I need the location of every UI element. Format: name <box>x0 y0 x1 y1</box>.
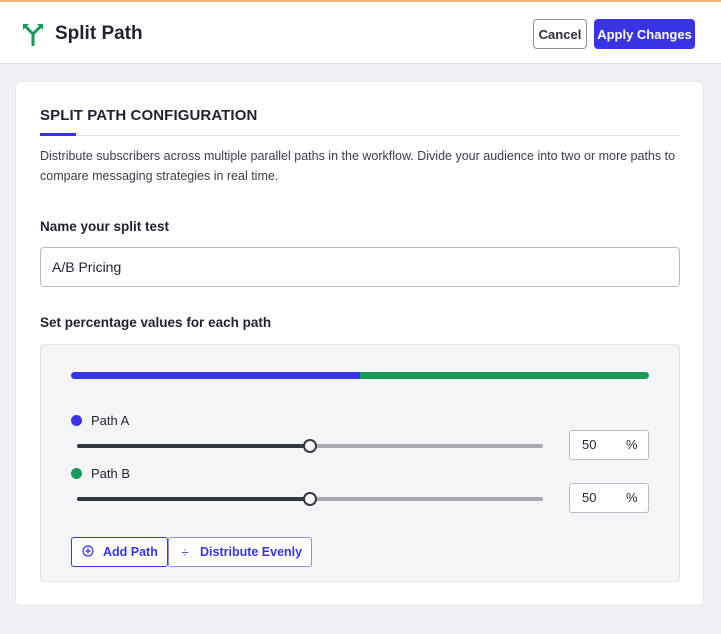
paths-panel: Path A 50 % Path B 50 % <box>40 344 680 582</box>
configuration-card: SPLIT PATH CONFIGURATION Distribute subs… <box>15 81 704 606</box>
page-title: Split Path <box>55 23 143 44</box>
path-row-a: Path A 50 % <box>41 413 681 475</box>
name-label: Name your split test <box>40 219 170 234</box>
path-b-percent-value: 50 <box>582 490 597 505</box>
section-description: Distribute subscribers across multiple p… <box>40 149 676 183</box>
path-b-color-dot <box>71 468 82 479</box>
path-a-percent-input[interactable]: 50 % <box>569 430 649 460</box>
distribute-evenly-button[interactable]: ÷ Distribute Evenly <box>168 537 313 567</box>
section-underline <box>40 133 76 136</box>
distribute-evenly-label: Distribute Evenly <box>200 545 303 559</box>
slider-fill <box>77 444 310 448</box>
distribution-bar <box>71 372 649 379</box>
path-b-name: Path B <box>91 466 131 481</box>
split-arrow-icon <box>22 22 44 47</box>
cancel-button[interactable]: Cancel <box>533 19 587 49</box>
path-a-percent-value: 50 <box>582 437 597 452</box>
path-row-b: Path B 50 % <box>41 466 681 528</box>
slider-thumb[interactable] <box>303 439 317 453</box>
path-a-name: Path A <box>91 413 130 428</box>
path-b-slider[interactable] <box>77 492 543 506</box>
header-bar: Split Path Cancel Apply Changes <box>0 2 721 64</box>
distribution-segment-path-a <box>71 372 360 379</box>
slider-fill <box>77 497 310 501</box>
path-a-color-dot <box>71 415 82 426</box>
apply-changes-button[interactable]: Apply Changes <box>594 19 695 49</box>
percent-unit: % <box>626 490 638 505</box>
section-title: SPLIT PATH CONFIGURATION <box>40 107 258 124</box>
section-divider <box>40 135 680 136</box>
split-test-name-input[interactable] <box>40 247 680 287</box>
add-path-button[interactable]: Add Path <box>71 537 168 567</box>
distribution-segment-path-b <box>360 372 649 379</box>
percent-unit: % <box>626 437 638 452</box>
path-b-percent-input[interactable]: 50 % <box>569 483 649 513</box>
slider-thumb[interactable] <box>303 492 317 506</box>
divide-icon: ÷ <box>181 544 189 560</box>
add-path-label: Add Path <box>103 545 158 559</box>
percentage-label: Set percentage values for each path <box>40 315 272 330</box>
top-accent-line <box>0 0 721 2</box>
path-a-slider[interactable] <box>77 439 543 453</box>
plus-circle-icon <box>81 544 95 560</box>
